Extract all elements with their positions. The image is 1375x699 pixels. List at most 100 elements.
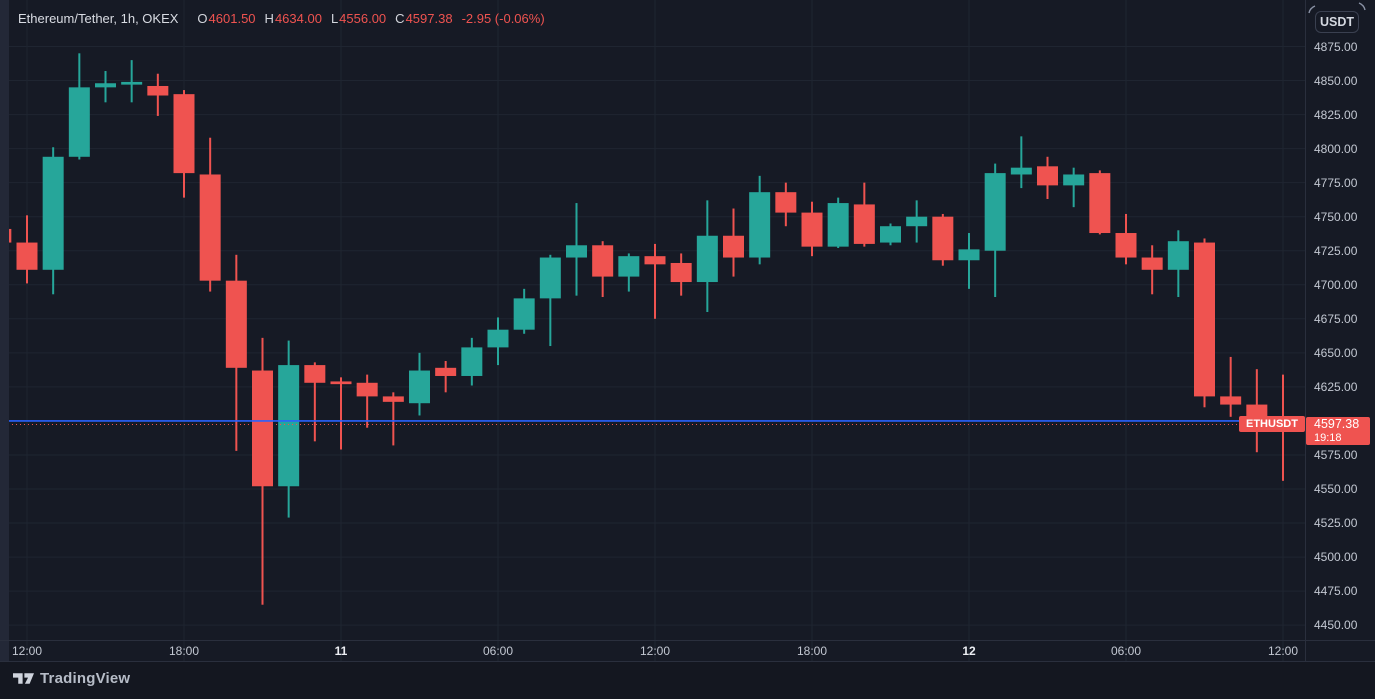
candle-body	[42, 156, 64, 270]
candle[interactable]	[592, 241, 614, 298]
candle-body	[696, 235, 718, 283]
candle-wick	[392, 392, 395, 446]
candle-wick	[968, 233, 971, 289]
bar-countdown: 19:18	[1314, 432, 1342, 445]
candle[interactable]	[1246, 369, 1268, 453]
candle[interactable]	[409, 352, 431, 416]
price-tick-label: 4550.00	[1314, 481, 1358, 496]
candle[interactable]	[68, 53, 90, 160]
candle-body	[278, 365, 300, 487]
candle[interactable]	[435, 361, 457, 393]
candle[interactable]	[775, 182, 797, 227]
price-tick-label: 4825.00	[1314, 107, 1358, 122]
candle-body	[487, 329, 509, 348]
ohlc-key: H	[264, 11, 274, 26]
price-tick-label: 4750.00	[1314, 209, 1358, 224]
price-tick-label: 4700.00	[1314, 277, 1358, 292]
candle[interactable]	[566, 203, 588, 296]
candle[interactable]	[356, 374, 378, 428]
candle-body	[330, 381, 352, 385]
candle-body	[16, 242, 38, 270]
candle[interactable]	[147, 73, 169, 116]
candle[interactable]	[539, 254, 561, 347]
time-tick-label: 18:00	[796, 644, 828, 658]
candle[interactable]	[461, 337, 483, 386]
candle[interactable]	[644, 243, 666, 319]
candle[interactable]	[1115, 213, 1137, 265]
candle[interactable]	[827, 197, 849, 249]
price-tick-label: 4525.00	[1314, 516, 1358, 531]
price-line-symbol-badge[interactable]: ETHUSDT	[1239, 416, 1305, 433]
price-axis[interactable]: USDT 4875.00 4850.00 4825.00 4800.00 4775.00…	[1306, 0, 1375, 640]
candle-body	[827, 203, 849, 247]
candle[interactable]	[723, 208, 745, 277]
ohlc-value: 4556.00	[339, 11, 387, 26]
candle[interactable]	[696, 200, 718, 312]
candle[interactable]	[1063, 167, 1085, 208]
price-tick-label: 4450.00	[1314, 618, 1358, 633]
candle[interactable]	[1220, 356, 1242, 417]
candle[interactable]	[225, 254, 247, 451]
candle-body	[356, 382, 378, 397]
price-tick-label: 4800.00	[1314, 141, 1358, 156]
ohlc-value: 4634.00	[274, 11, 322, 26]
candle[interactable]	[1141, 245, 1163, 295]
candle-wick	[654, 243, 657, 319]
symbol-title[interactable]: Ethereum/Tether, 1h, OKEX	[18, 11, 179, 26]
candle-wick	[1229, 356, 1232, 417]
price-tick-label: 4725.00	[1314, 243, 1358, 258]
time-tick-label: 06:00	[482, 644, 514, 658]
candle[interactable]	[670, 253, 692, 296]
candle[interactable]	[1037, 156, 1059, 199]
candle[interactable]	[906, 200, 928, 243]
candle[interactable]	[173, 90, 195, 198]
candle-body	[435, 367, 457, 376]
price-tick-label: 4675.00	[1314, 311, 1358, 326]
candle[interactable]	[932, 213, 954, 266]
candles[interactable]	[0, 53, 1294, 605]
candle[interactable]	[487, 317, 509, 366]
price-change: -2.95 (-0.06%)	[461, 11, 545, 26]
currency-toggle-button[interactable]: USDT	[1315, 11, 1359, 33]
candle[interactable]	[513, 288, 535, 334]
candle[interactable]	[1089, 170, 1111, 235]
candle[interactable]	[121, 60, 143, 103]
candle[interactable]	[199, 137, 221, 292]
candle[interactable]	[984, 163, 1006, 298]
candle-body	[1063, 174, 1085, 186]
time-tick-label: 12	[962, 644, 976, 658]
candle-body	[1089, 173, 1111, 234]
candle[interactable]	[958, 233, 980, 289]
ohlc-key: O	[197, 11, 208, 26]
time-tick-label: 12:00	[11, 644, 42, 658]
candle-body	[775, 192, 797, 213]
candle[interactable]	[42, 147, 64, 295]
candle-body	[723, 235, 745, 258]
candle-body	[880, 226, 902, 243]
price-tick-label: 4850.00	[1314, 73, 1358, 88]
candle[interactable]	[94, 71, 116, 103]
candle[interactable]	[1167, 230, 1189, 298]
axis-corner-mark-right	[1358, 2, 1366, 11]
candle[interactable]	[749, 175, 771, 265]
candle[interactable]	[1194, 238, 1216, 408]
candle-wick	[1072, 167, 1075, 208]
candle[interactable]	[304, 362, 326, 442]
tradingview-watermark[interactable]: TradingView	[13, 670, 130, 687]
candle[interactable]	[880, 223, 902, 246]
candle[interactable]	[16, 215, 38, 284]
candle-wick	[444, 361, 447, 393]
candle[interactable]	[382, 392, 404, 446]
candle[interactable]	[801, 201, 823, 257]
candle[interactable]	[1010, 136, 1032, 189]
candle-body	[566, 245, 588, 258]
candle[interactable]	[278, 340, 300, 518]
candle[interactable]	[330, 377, 352, 450]
candle[interactable]	[618, 253, 640, 292]
candle[interactable]	[853, 182, 875, 247]
candle[interactable]	[252, 337, 273, 605]
candle-body	[1246, 404, 1268, 417]
time-axis[interactable]: 12:00 18:00 11 06:00 12:00 18:00 12 06:00 12:00	[0, 640, 1375, 662]
